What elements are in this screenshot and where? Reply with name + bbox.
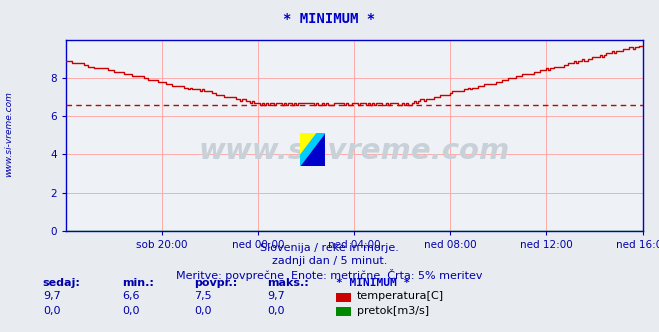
Text: www.si-vreme.com: www.si-vreme.com	[4, 92, 13, 177]
Text: www.si-vreme.com: www.si-vreme.com	[198, 136, 510, 165]
Text: 7,5: 7,5	[194, 291, 212, 301]
Polygon shape	[300, 133, 325, 166]
Text: Slovenija / reke in morje.: Slovenija / reke in morje.	[260, 243, 399, 253]
Text: zadnji dan / 5 minut.: zadnji dan / 5 minut.	[272, 256, 387, 266]
Text: Meritve: povprečne  Enote: metrične  Črta: 5% meritev: Meritve: povprečne Enote: metrične Črta:…	[176, 269, 483, 281]
Text: temperatura[C]: temperatura[C]	[357, 291, 444, 301]
Text: pretok[m3/s]: pretok[m3/s]	[357, 306, 429, 316]
Text: povpr.:: povpr.:	[194, 278, 238, 288]
Text: * MINIMUM *: * MINIMUM *	[283, 12, 376, 26]
Polygon shape	[300, 133, 325, 166]
Text: min.:: min.:	[122, 278, 154, 288]
Text: 9,7: 9,7	[43, 291, 61, 301]
Text: 0,0: 0,0	[122, 306, 140, 316]
Text: 6,6: 6,6	[122, 291, 140, 301]
Text: 0,0: 0,0	[194, 306, 212, 316]
Text: 0,0: 0,0	[43, 306, 61, 316]
Text: * MINIMUM *: * MINIMUM *	[336, 278, 411, 288]
Text: maks.:: maks.:	[267, 278, 308, 288]
Text: 9,7: 9,7	[267, 291, 285, 301]
Polygon shape	[300, 133, 325, 166]
Text: 0,0: 0,0	[267, 306, 285, 316]
Text: sedaj:: sedaj:	[43, 278, 80, 288]
